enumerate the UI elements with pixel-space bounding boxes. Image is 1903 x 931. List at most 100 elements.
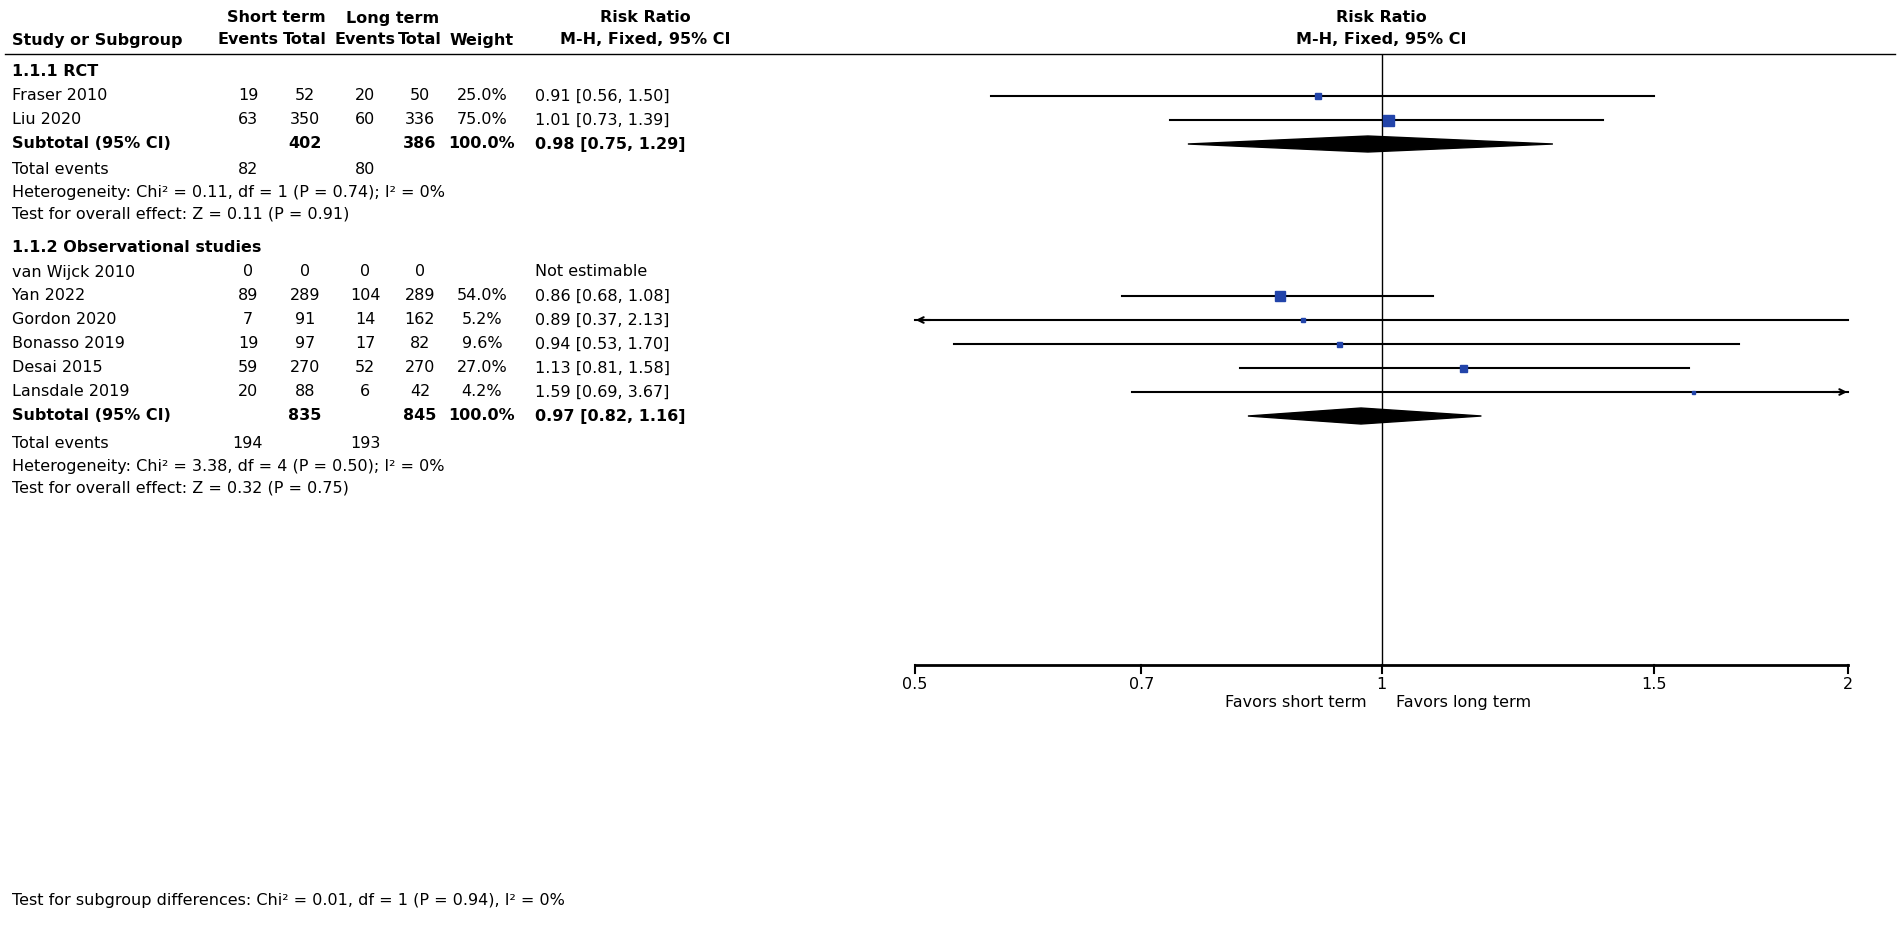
Text: 1.01 [0.73, 1.39]: 1.01 [0.73, 1.39]: [535, 113, 670, 128]
Text: 386: 386: [403, 137, 436, 152]
Text: 97: 97: [295, 336, 316, 352]
Text: Long term: Long term: [346, 10, 440, 25]
Text: 88: 88: [295, 385, 316, 399]
Text: 14: 14: [354, 313, 375, 328]
Text: Short term: Short term: [226, 10, 325, 25]
Text: 162: 162: [405, 313, 436, 328]
Text: 27.0%: 27.0%: [457, 360, 508, 375]
Text: 0.7: 0.7: [1128, 677, 1153, 692]
Text: 270: 270: [289, 360, 320, 375]
Text: 63: 63: [238, 113, 259, 128]
Text: 289: 289: [405, 289, 436, 304]
Bar: [1460, 365, 1467, 371]
Text: 193: 193: [350, 436, 381, 451]
Text: 100.0%: 100.0%: [449, 137, 516, 152]
Text: 19: 19: [238, 336, 259, 352]
Text: Subtotal (95% CI): Subtotal (95% CI): [11, 409, 171, 424]
Text: 104: 104: [350, 289, 381, 304]
Text: 336: 336: [405, 113, 436, 128]
Text: Events: Events: [335, 33, 396, 47]
Text: Test for subgroup differences: Chi² = 0.01, df = 1 (P = 0.94), I² = 0%: Test for subgroup differences: Chi² = 0.…: [11, 893, 565, 908]
Text: Test for overall effect: Z = 0.32 (P = 0.75): Test for overall effect: Z = 0.32 (P = 0…: [11, 480, 348, 495]
Text: 194: 194: [232, 436, 263, 451]
Text: Heterogeneity: Chi² = 0.11, df = 1 (P = 0.74); I² = 0%: Heterogeneity: Chi² = 0.11, df = 1 (P = …: [11, 185, 445, 200]
Text: 270: 270: [405, 360, 436, 375]
Text: 82: 82: [409, 336, 430, 352]
Text: 75.0%: 75.0%: [457, 113, 508, 128]
Text: Events: Events: [217, 33, 278, 47]
Text: 1.59 [0.69, 3.67]: 1.59 [0.69, 3.67]: [535, 385, 670, 399]
Text: 0.89 [0.37, 2.13]: 0.89 [0.37, 2.13]: [535, 313, 670, 328]
Text: 1.1.1 RCT: 1.1.1 RCT: [11, 64, 99, 79]
Text: 59: 59: [238, 360, 259, 375]
Text: 0: 0: [244, 264, 253, 279]
Text: 17: 17: [354, 336, 375, 352]
Text: 82: 82: [238, 163, 259, 178]
Text: Lansdale 2019: Lansdale 2019: [11, 385, 129, 399]
Text: 4.2%: 4.2%: [462, 385, 502, 399]
Text: 54.0%: 54.0%: [457, 289, 508, 304]
Text: Subtotal (95% CI): Subtotal (95% CI): [11, 137, 171, 152]
Text: 80: 80: [354, 163, 375, 178]
Text: 0.86 [0.68, 1.08]: 0.86 [0.68, 1.08]: [535, 289, 670, 304]
Text: Total: Total: [398, 33, 441, 47]
Text: Risk Ratio: Risk Ratio: [1336, 10, 1427, 25]
Text: 845: 845: [403, 409, 436, 424]
Text: Study or Subgroup: Study or Subgroup: [11, 33, 183, 47]
Text: Weight: Weight: [449, 33, 514, 47]
Text: 0.91 [0.56, 1.50]: 0.91 [0.56, 1.50]: [535, 88, 670, 103]
Text: Favors long term: Favors long term: [1397, 695, 1532, 710]
Text: 42: 42: [409, 385, 430, 399]
Text: 289: 289: [289, 289, 320, 304]
Text: 402: 402: [289, 137, 322, 152]
Text: 0: 0: [415, 264, 424, 279]
Text: 91: 91: [295, 313, 316, 328]
Text: M-H, Fixed, 95% CI: M-H, Fixed, 95% CI: [1296, 33, 1467, 47]
Text: Total events: Total events: [11, 436, 108, 451]
Text: Yan 2022: Yan 2022: [11, 289, 86, 304]
Text: Total events: Total events: [11, 163, 108, 178]
Text: 2: 2: [1842, 677, 1854, 692]
Text: 0.5: 0.5: [902, 677, 927, 692]
Text: 20: 20: [238, 385, 259, 399]
Text: 7: 7: [244, 313, 253, 328]
Text: 52: 52: [295, 88, 316, 103]
Text: M-H, Fixed, 95% CI: M-H, Fixed, 95% CI: [559, 33, 731, 47]
Text: 835: 835: [289, 409, 322, 424]
Text: 1: 1: [1376, 677, 1387, 692]
Text: 350: 350: [289, 113, 320, 128]
Text: Not estimable: Not estimable: [535, 264, 647, 279]
Text: 0.98 [0.75, 1.29]: 0.98 [0.75, 1.29]: [535, 137, 685, 152]
Text: Test for overall effect: Z = 0.11 (P = 0.91): Test for overall effect: Z = 0.11 (P = 0…: [11, 207, 350, 222]
Text: Fraser 2010: Fraser 2010: [11, 88, 107, 103]
Text: 0: 0: [301, 264, 310, 279]
Text: 20: 20: [354, 88, 375, 103]
Text: 60: 60: [354, 113, 375, 128]
Text: Bonasso 2019: Bonasso 2019: [11, 336, 126, 352]
Text: Gordon 2020: Gordon 2020: [11, 313, 116, 328]
Text: Total: Total: [284, 33, 327, 47]
Bar: [1692, 390, 1696, 394]
Text: 50: 50: [409, 88, 430, 103]
Text: 6: 6: [360, 385, 369, 399]
Bar: [1302, 318, 1305, 322]
Text: 9.6%: 9.6%: [462, 336, 502, 352]
Bar: [1275, 291, 1285, 301]
Polygon shape: [1187, 136, 1553, 152]
Text: 0.94 [0.53, 1.70]: 0.94 [0.53, 1.70]: [535, 336, 670, 352]
Bar: [1315, 93, 1321, 99]
Text: 89: 89: [238, 289, 259, 304]
Text: Favors short term: Favors short term: [1226, 695, 1366, 710]
Text: 1.1.2 Observational studies: 1.1.2 Observational studies: [11, 240, 261, 255]
Bar: [1383, 115, 1393, 126]
Text: 19: 19: [238, 88, 259, 103]
Text: van Wijck 2010: van Wijck 2010: [11, 264, 135, 279]
Text: Desai 2015: Desai 2015: [11, 360, 103, 375]
Polygon shape: [1248, 408, 1481, 424]
Text: Risk Ratio: Risk Ratio: [599, 10, 691, 25]
Text: Liu 2020: Liu 2020: [11, 113, 82, 128]
Text: 1.5: 1.5: [1642, 677, 1667, 692]
Text: 52: 52: [354, 360, 375, 375]
Bar: [1338, 342, 1342, 346]
Text: 0.97 [0.82, 1.16]: 0.97 [0.82, 1.16]: [535, 409, 685, 424]
